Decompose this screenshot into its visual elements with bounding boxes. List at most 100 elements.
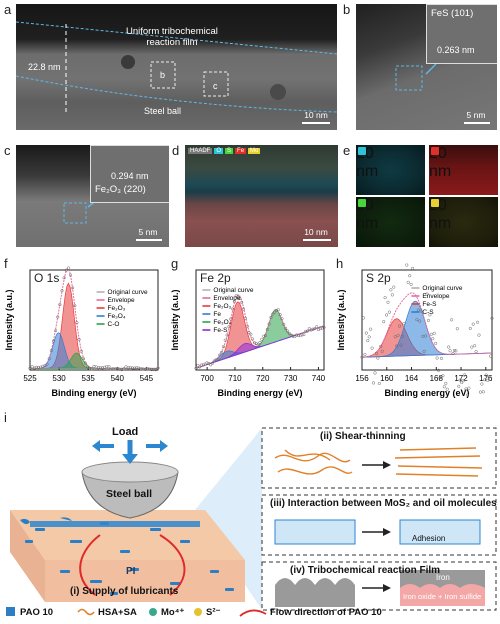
data-point bbox=[474, 350, 478, 354]
data-point bbox=[73, 304, 77, 308]
plot-frame bbox=[361, 269, 493, 371]
substrate-front bbox=[45, 560, 245, 602]
data-point bbox=[463, 373, 467, 377]
data-point bbox=[49, 348, 53, 353]
data-point bbox=[393, 335, 397, 339]
data-point bbox=[51, 339, 56, 343]
data-point bbox=[147, 367, 152, 371]
box-reaction-film bbox=[261, 561, 497, 611]
data-point bbox=[234, 294, 238, 298]
data-point bbox=[437, 368, 441, 372]
x-tick-label: 156 bbox=[355, 374, 369, 383]
data-point bbox=[454, 349, 458, 353]
legend-label-1: Envelope bbox=[422, 293, 449, 300]
data-point bbox=[366, 339, 370, 343]
data-point bbox=[405, 263, 409, 267]
data-point bbox=[464, 387, 468, 391]
box3-title: (iii) Interaction between MoS₂ and oil m… bbox=[270, 498, 497, 509]
legend-s-swatch bbox=[194, 608, 202, 616]
scale-label-a: 10 nm bbox=[304, 110, 328, 120]
data-point bbox=[392, 285, 396, 289]
data-point bbox=[442, 385, 446, 389]
data-point bbox=[107, 365, 111, 369]
data-point bbox=[315, 325, 319, 329]
scale-label-b: 5 nm bbox=[466, 110, 486, 120]
legend-flow-swatch bbox=[239, 609, 267, 617]
tem-image-a: Uniform tribochemical reaction film 22.8… bbox=[16, 4, 337, 130]
data-point bbox=[379, 344, 383, 348]
legend-label-1: Envelope bbox=[213, 295, 240, 302]
data-point bbox=[291, 334, 295, 338]
peak-1 bbox=[29, 332, 158, 369]
data-point bbox=[81, 356, 85, 361]
data-point bbox=[399, 343, 403, 347]
data-point bbox=[199, 363, 204, 367]
plot-frame bbox=[195, 269, 325, 371]
data-point bbox=[278, 313, 282, 317]
tag-haadf: HAADF bbox=[188, 148, 213, 154]
data-point bbox=[132, 366, 137, 370]
data-point bbox=[221, 345, 225, 349]
data-point bbox=[426, 318, 430, 323]
data-point bbox=[363, 352, 367, 357]
data-point bbox=[461, 379, 465, 383]
data-point bbox=[118, 367, 122, 371]
legend-label-3: C-S bbox=[422, 309, 434, 316]
data-point bbox=[135, 366, 139, 370]
panel-letter-g: g bbox=[171, 256, 179, 271]
data-point bbox=[267, 322, 271, 326]
data-point bbox=[71, 286, 75, 290]
data-point bbox=[477, 333, 481, 337]
data-point bbox=[429, 332, 433, 336]
data-point bbox=[435, 356, 439, 360]
data-point bbox=[364, 331, 368, 335]
data-point bbox=[96, 366, 100, 370]
data-point bbox=[467, 386, 471, 390]
hrtem-inset-c: 0.294 nm Fe₂O₃ (220) bbox=[90, 145, 169, 203]
data-point bbox=[243, 316, 247, 320]
data-point bbox=[406, 280, 410, 284]
data-point bbox=[271, 312, 275, 316]
tribology-schematic bbox=[6, 427, 497, 617]
data-point bbox=[128, 365, 132, 369]
data-point bbox=[225, 333, 229, 337]
mos2-layer-after bbox=[399, 519, 481, 545]
eds-map-s: 20 nm bbox=[356, 197, 425, 247]
x-tick-label: 530 bbox=[52, 374, 66, 383]
x-tick-label: 545 bbox=[140, 374, 154, 383]
data-point bbox=[489, 354, 493, 358]
data-point bbox=[298, 334, 302, 338]
data-point bbox=[64, 268, 68, 272]
data-point bbox=[260, 337, 264, 341]
data-point bbox=[432, 331, 436, 335]
x-tick-label: 164 bbox=[405, 374, 419, 383]
data-point bbox=[395, 344, 399, 348]
data-point bbox=[269, 315, 273, 319]
data-point bbox=[441, 374, 445, 378]
data-point bbox=[360, 355, 364, 359]
tag-o: O bbox=[214, 148, 224, 154]
legend-label-0: Original curve bbox=[213, 287, 253, 294]
data-point bbox=[54, 329, 58, 333]
data-point bbox=[305, 329, 310, 333]
data-point bbox=[100, 366, 105, 370]
xps-chart-fe2p: Fe 2p Intensity (a.u.) Binding energy (eV)… bbox=[170, 269, 326, 398]
tem-image-b: FeS (101) 0.263 nm 5 nm bbox=[356, 4, 497, 130]
eds-map-mo: 20 nm bbox=[429, 197, 498, 247]
data-point bbox=[322, 325, 326, 329]
x-tick-label: 700 bbox=[200, 374, 214, 383]
data-point bbox=[383, 296, 387, 300]
data-point bbox=[418, 319, 422, 323]
data-point bbox=[34, 365, 38, 369]
rough-surface-before bbox=[275, 578, 355, 607]
data-point bbox=[252, 341, 257, 345]
data-point bbox=[258, 340, 262, 344]
data-point bbox=[154, 368, 158, 372]
data-point bbox=[220, 350, 224, 354]
legend-pao-label: PAO 10 bbox=[20, 607, 54, 618]
data-point bbox=[68, 273, 73, 277]
data-point bbox=[481, 390, 485, 394]
xps-chart-s2p: S 2p Intensity (a.u.) Binding energy (eV) 1… bbox=[336, 263, 494, 398]
tem-a-title-line1: Uniform tribochemical bbox=[126, 26, 218, 37]
lubricant-film bbox=[30, 521, 200, 527]
